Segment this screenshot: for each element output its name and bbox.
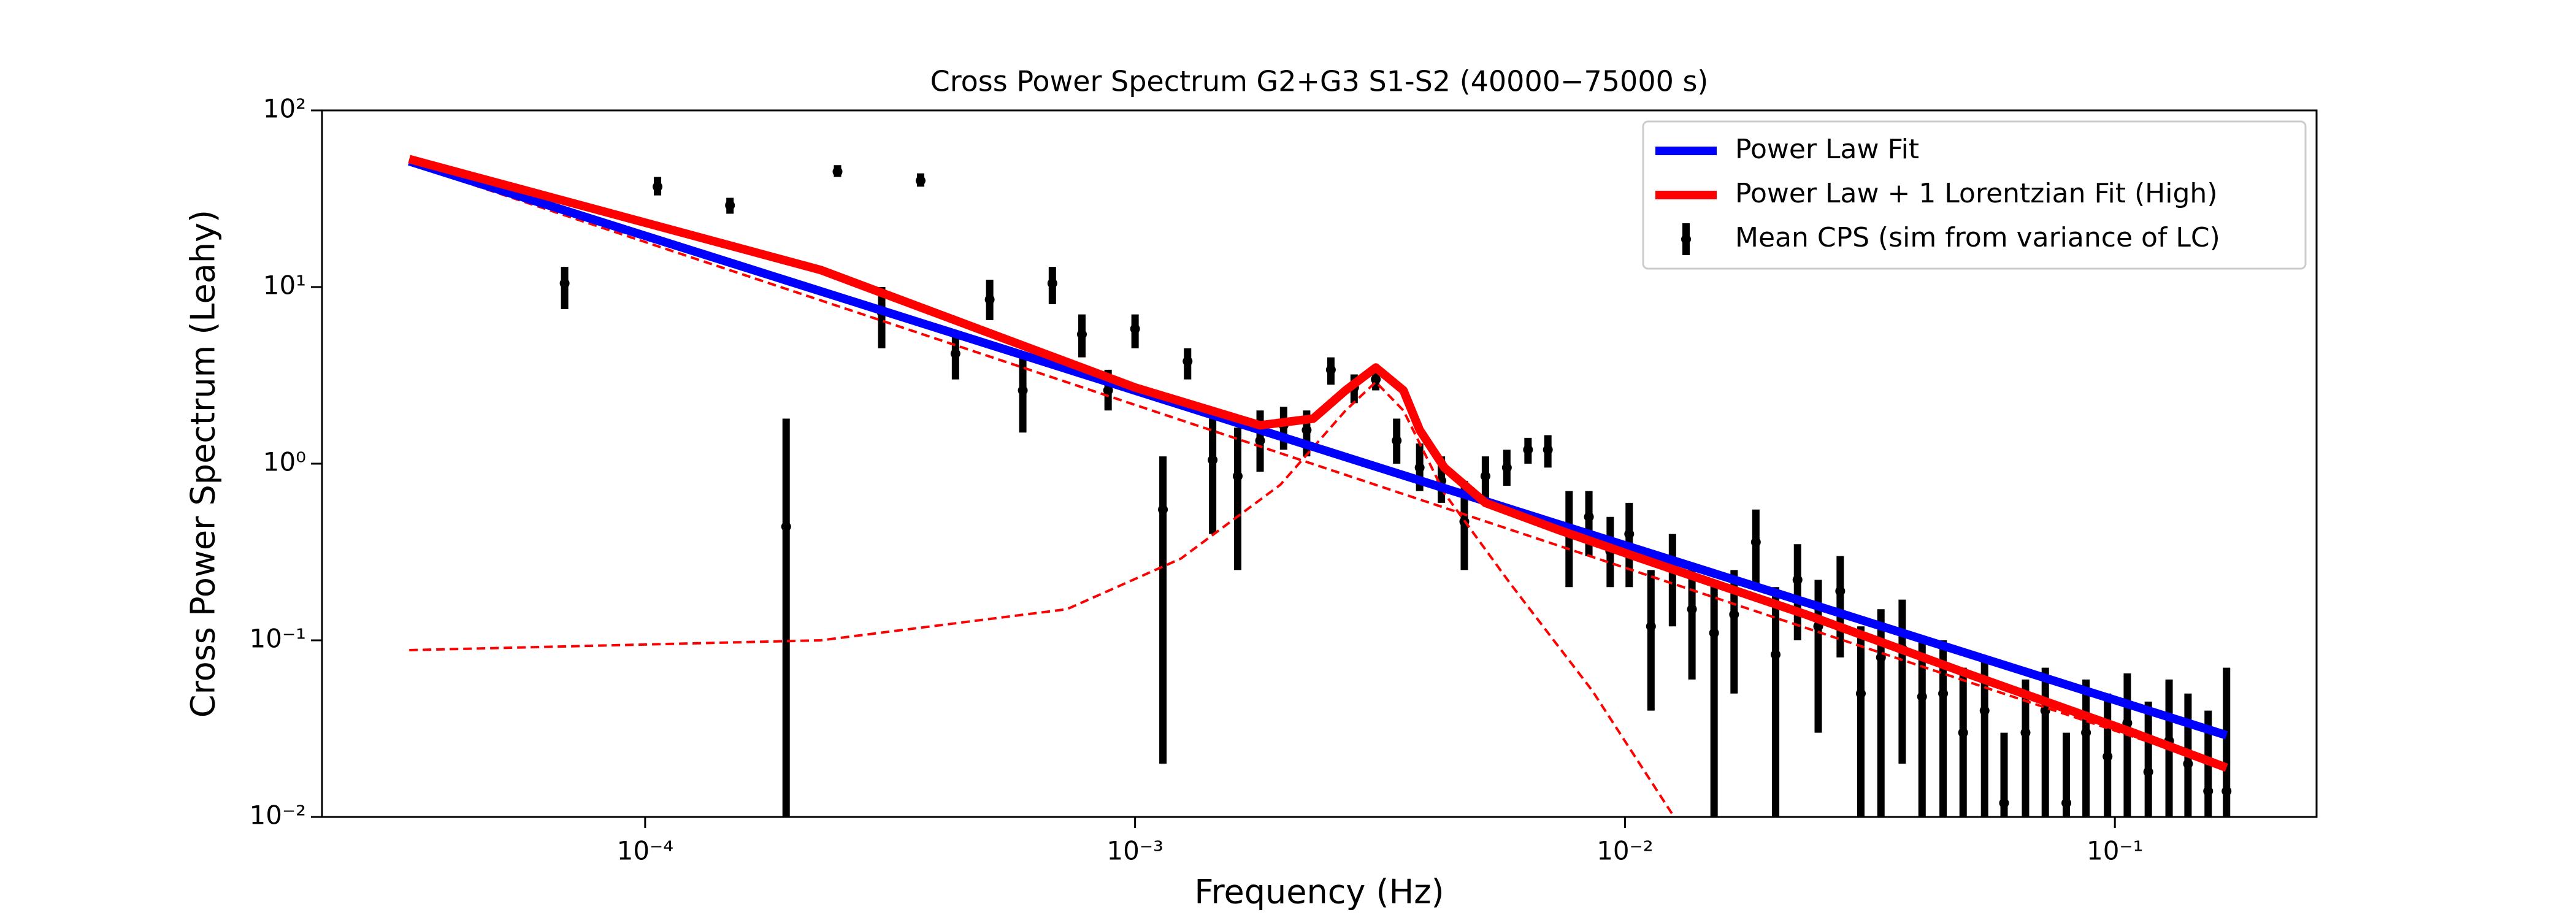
data-point: [832, 166, 843, 177]
data-point: [1158, 504, 1168, 515]
data-point: [1917, 691, 1927, 702]
y-tick-label: 10²: [263, 94, 306, 124]
data-point: [1103, 385, 1113, 396]
data-point: [1646, 621, 1656, 632]
y-tick-label: 10⁻²: [250, 800, 306, 830]
data-point: [2103, 751, 2113, 762]
data-point: [2020, 727, 2031, 738]
x-tick-label: 10⁻¹: [2087, 836, 2143, 866]
data-point: [2203, 786, 2214, 796]
data-point: [1958, 727, 1968, 738]
data-point: [1232, 471, 1243, 481]
data-point: [1729, 609, 1739, 619]
data-point: [1076, 329, 1087, 340]
data-point: [1018, 385, 1028, 396]
data-point: [1855, 688, 1866, 699]
data-point: [653, 182, 663, 192]
component-curve: [409, 380, 1676, 817]
x-tick-label: 10⁻³: [1106, 836, 1163, 866]
data-point: [1938, 688, 1949, 699]
data-point: [2143, 767, 2153, 777]
data-point: [1183, 356, 1193, 367]
data-point: [1999, 798, 2009, 808]
data-point: [915, 175, 926, 186]
data-point: [1414, 462, 1425, 473]
data-point: [1771, 650, 1781, 660]
data-point: [1392, 435, 1402, 446]
fit-line: [408, 155, 2228, 772]
data-point: [1709, 628, 1719, 638]
data-point: [1523, 445, 1533, 455]
plot-area: [408, 155, 2232, 817]
y-tick-label: 10¹: [263, 270, 306, 301]
fit-line: [408, 157, 2228, 740]
data-point: [781, 521, 791, 532]
data-point: [1543, 445, 1553, 455]
y-tick-label: 10⁻¹: [250, 624, 306, 654]
data-point: [1624, 529, 1635, 539]
data-point: [950, 348, 960, 359]
data-point: [1208, 454, 1218, 465]
data-point: [1876, 652, 1886, 662]
data-point: [1687, 604, 1697, 615]
legend-label: Mean CPS (sim from variance of LC): [1735, 222, 2220, 253]
y-tick-label: 10⁰: [263, 447, 306, 477]
chart-title: Cross Power Spectrum G2+G3 S1-S2 (40000−…: [930, 65, 1709, 98]
y-axis-label: Cross Power Spectrum (Leahy): [184, 210, 223, 718]
x-tick-label: 10⁻⁴: [617, 836, 673, 866]
data-point: [1501, 462, 1512, 473]
data-point: [1047, 278, 1057, 288]
data-point: [1584, 512, 1594, 522]
legend-label: Power Law Fit: [1735, 134, 1919, 165]
x-axis-label: Frequency (Hz): [1194, 873, 1444, 911]
data-point: [1835, 586, 1846, 596]
data-point: [1480, 471, 1490, 481]
data-point: [2183, 759, 2193, 769]
data-point: [1255, 435, 1265, 446]
data-point: [1371, 374, 1381, 385]
data-point: [1130, 324, 1140, 334]
data-point: [725, 200, 735, 210]
legend-box: [1642, 120, 2307, 270]
data-point: [2061, 798, 2072, 808]
data-point: [1325, 364, 1336, 375]
data-point: [984, 294, 995, 305]
component-curve: [408, 162, 2227, 769]
data-point: [2081, 727, 2091, 738]
data-point: [1301, 425, 1312, 435]
legend-label: Power Law + 1 Lorentzian Fit (High): [1735, 178, 2217, 209]
x-tick-label: 10⁻²: [1597, 836, 1653, 866]
data-point: [2221, 786, 2232, 796]
data-point: [1792, 575, 1803, 585]
data-point: [1979, 705, 1990, 716]
data-point: [559, 278, 570, 288]
legend-swatch: [1681, 234, 1691, 244]
data-point: [1750, 537, 1761, 547]
data-point: [2040, 705, 2050, 716]
